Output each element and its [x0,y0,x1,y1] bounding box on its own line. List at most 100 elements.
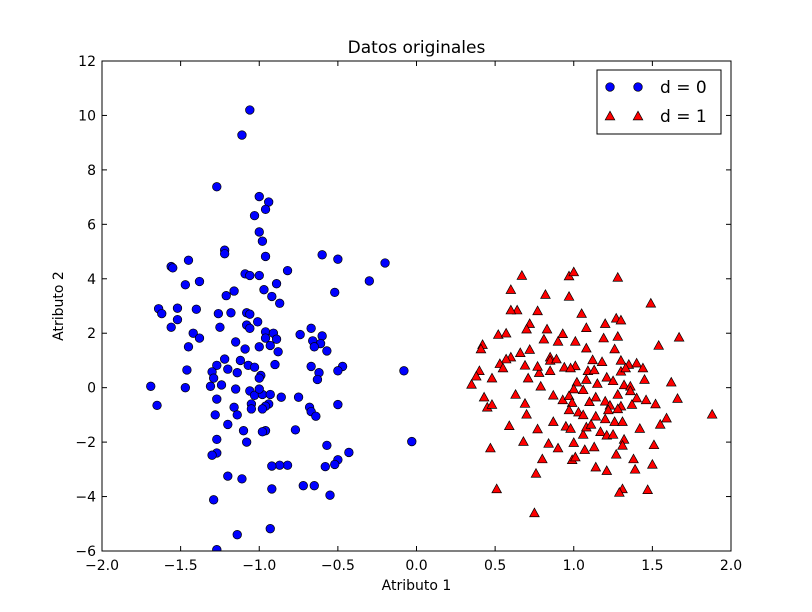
chart-title: Datos originales [348,38,486,58]
data-point-triangle [510,388,521,399]
x-tick-label: −2.0 [85,558,119,574]
x-tick-label: −0.5 [321,558,355,574]
x-tick-label: −1.5 [164,558,198,574]
data-point-triangle [497,362,509,373]
data-point-circle [210,410,220,420]
data-point-circle [180,280,190,290]
data-point-circle [267,291,277,302]
data-point-circle [275,298,285,308]
data-point-triangle [563,390,575,401]
data-point-triangle [609,343,621,354]
data-point-triangle [607,428,619,439]
data-point-circle [194,276,205,287]
data-point-triangle [569,451,581,462]
data-point-triangle [500,327,512,338]
data-point-circle [220,354,230,364]
data-point-triangle [521,323,532,334]
data-point-triangle [470,370,482,381]
data-point-circle [207,450,217,460]
data-point-triangle [634,422,646,433]
y-tick-label: 6 [87,217,96,233]
data-point-triangle [653,339,665,350]
data-point-triangle [599,318,611,328]
data-point-circle [325,490,335,500]
data-point-triangle [595,426,606,436]
data-point-circle [322,440,332,451]
x-tick-label: 0.5 [484,558,506,574]
data-point-triangle [580,342,592,353]
data-point-circle [215,322,225,332]
data-point-circle [317,331,327,341]
data-point-triangle [588,441,600,452]
data-point-triangle [521,408,532,419]
data-point-circle [254,191,264,202]
data-point-triangle [642,484,654,494]
legend-triangle-marker [604,110,616,121]
data-point-triangle [557,328,569,338]
data-point-circle [240,344,250,354]
data-point-circle [399,366,409,376]
data-point-triangle [639,373,650,384]
data-point-circle [265,340,275,351]
data-point-circle [257,427,268,437]
data-point-circle [249,210,260,221]
data-point-triangle [587,354,599,365]
x-tick-label: 1.0 [563,558,585,574]
data-point-triangle [552,442,564,453]
data-point-circle [191,304,202,314]
x-tick-label: 0.0 [405,558,427,574]
data-point-circle [183,342,194,352]
data-point-triangle [590,461,602,472]
x-tick-label: −1.0 [242,558,276,574]
data-point-circle [407,436,417,447]
data-point-triangle [547,416,559,426]
data-point-triangle [654,418,666,429]
data-point-triangle [543,437,554,448]
data-point-triangle [585,418,597,429]
data-point-circle [298,481,308,491]
data-point-circle [282,265,293,276]
data-point-triangle [558,361,570,372]
data-point-circle [276,392,286,402]
data-point-circle [275,460,285,470]
data-point-circle [232,368,242,378]
data-point-triangle [612,271,624,282]
data-point-circle [157,308,167,319]
data-point-circle [253,317,263,327]
data-point-triangle [518,436,529,446]
data-point-triangle [599,395,611,406]
data-point-triangle [577,428,589,439]
data-point-circle [257,404,268,414]
data-point-triangle [590,410,602,421]
data-point-circle [267,461,277,471]
data-point-circle [238,426,249,436]
data-point-triangle [533,367,545,377]
data-point-triangle [566,397,578,407]
data-point-triangle [466,378,477,389]
data-point-triangle [628,453,639,464]
data-point-circle [293,392,304,402]
data-point-circle [245,323,255,333]
data-point-triangle [571,376,583,387]
data-point-triangle [661,412,672,423]
data-point-circle [245,309,255,319]
data-point-circle [208,495,219,505]
data-point-triangle [617,416,628,426]
data-point-triangle [612,388,624,399]
data-point-triangle [568,437,580,447]
data-point-circle [213,308,224,319]
data-point-triangle [529,507,540,518]
data-point-triangle [665,376,677,387]
legend-circle-marker [605,82,615,92]
data-point-triangle [612,330,624,341]
y-tick-label: −2 [75,435,96,451]
data-point-circle [333,254,343,264]
data-point-triangle [646,458,658,469]
legend: d = 0 d = 1 [596,69,722,135]
data-point-circle [249,362,260,372]
data-point-circle [208,373,219,383]
data-point-triangle [486,399,498,409]
data-point-circle [166,322,176,332]
data-point-circle [212,434,222,445]
data-point-triangle [584,396,595,407]
